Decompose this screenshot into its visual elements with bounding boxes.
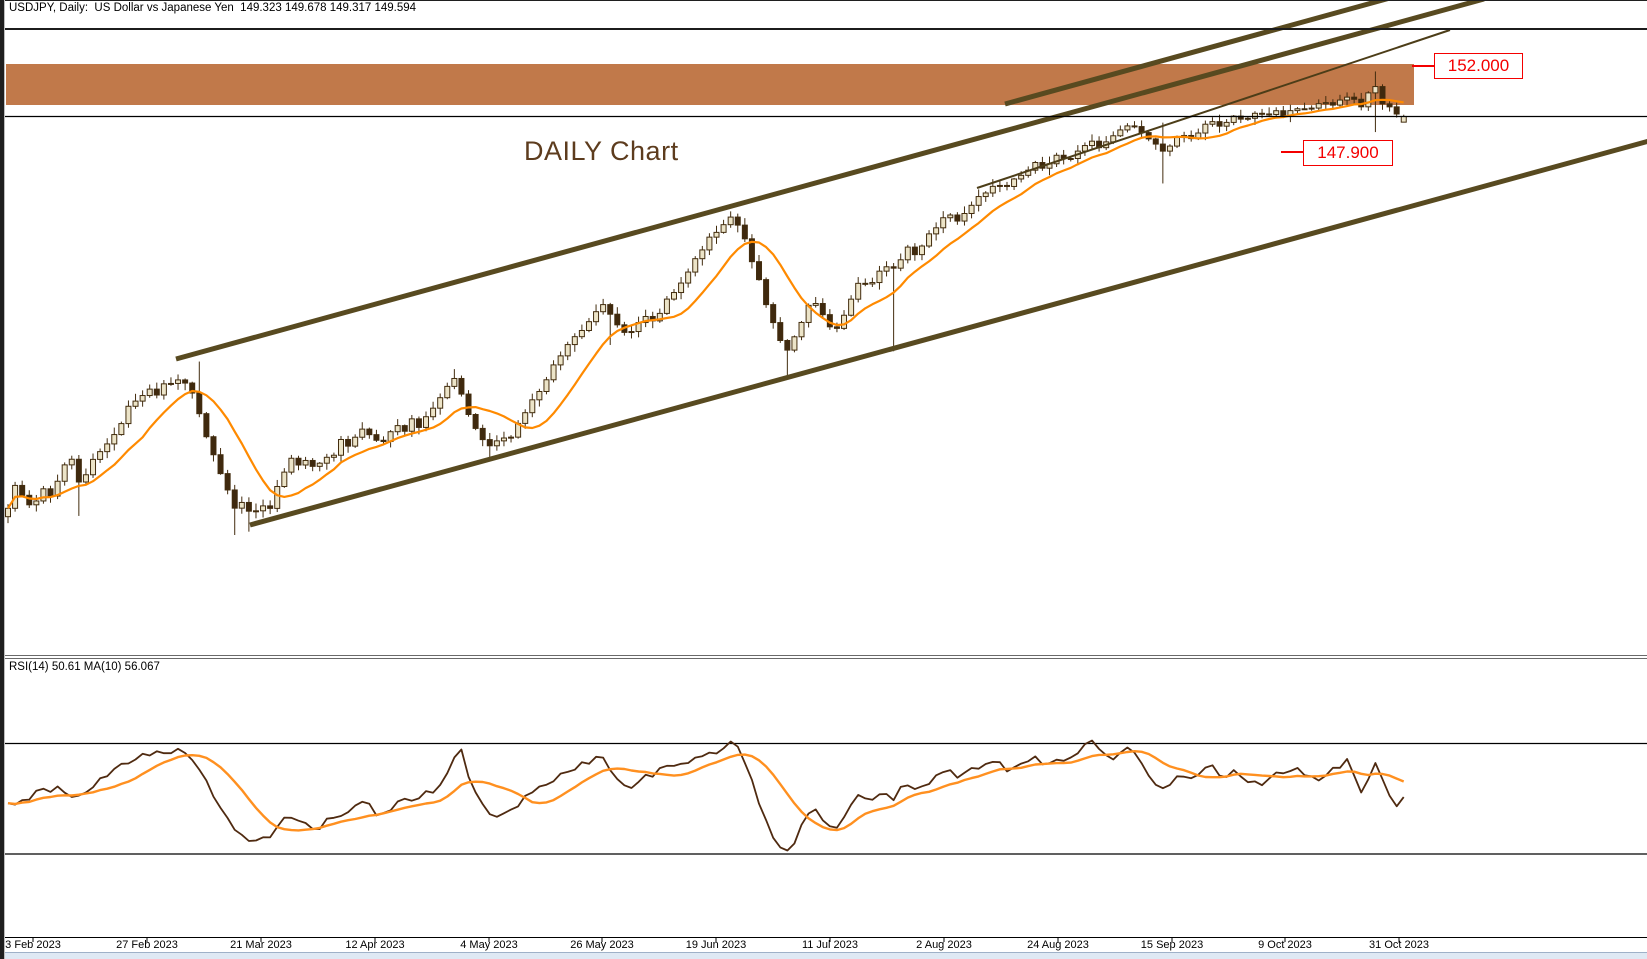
x-axis-label: 27 Feb 2023 <box>116 939 178 951</box>
price-moving-average-line[interactable] <box>7 98 1404 509</box>
daily-chart-annotation[interactable]: DAILY Chart <box>524 136 679 166</box>
x-axis-label: 3 Feb 2023 <box>5 939 61 951</box>
bottom-panel-strip <box>5 953 1647 959</box>
lower-channel-trendline[interactable] <box>249 138 1647 528</box>
window-left-border <box>0 0 4 959</box>
rsi-pane-separator[interactable] <box>5 655 1647 656</box>
upper-channel-trendline[interactable] <box>175 0 1485 362</box>
bottom-panel-edge <box>5 952 1647 953</box>
supply-zone[interactable] <box>6 64 1414 105</box>
x-axis-label: 21 Mar 2023 <box>230 939 292 951</box>
x-axis-label: 19 Jun 2023 <box>685 939 747 951</box>
window-left-border-highlight <box>4 0 5 959</box>
x-axis-label: 12 Apr 2023 <box>345 939 405 951</box>
thin-trendline[interactable] <box>976 29 1451 189</box>
price-callout-152[interactable]: 152.000 <box>1434 53 1523 79</box>
upper-channel-copy-trendline[interactable] <box>1004 0 1391 107</box>
x-axis-label: 24 Aug 2023 <box>1027 939 1089 951</box>
chart-title: USDJPY, Daily: US Dollar vs Japanese Yen… <box>9 2 417 14</box>
rsi-line[interactable] <box>7 739 1405 852</box>
price-callout-147-9[interactable]: 147.900 <box>1303 140 1393 166</box>
x-axis-label: 26 May 2023 <box>570 939 634 951</box>
title-separator <box>5 28 1647 30</box>
rsi-indicator-label: RSI(14) 50.61 MA(10) 56.067 <box>9 661 160 673</box>
x-axis-label: 31 Oct 2023 <box>1369 939 1429 951</box>
window-top-border <box>0 0 1647 1</box>
x-axis-label: 9 Oct 2023 <box>1258 939 1312 951</box>
x-axis-label: 11 Jul 2023 <box>801 939 859 951</box>
candlesticks[interactable] <box>5 71 1407 536</box>
rsi-ma-line[interactable] <box>7 750 1405 832</box>
rsi-pane-separator-lower <box>5 658 1647 659</box>
x-axis-label: 15 Sep 2023 <box>1140 939 1204 951</box>
x-axis-label: 4 May 2023 <box>460 939 518 951</box>
x-axis-label: 2 Aug 2023 <box>916 939 972 951</box>
